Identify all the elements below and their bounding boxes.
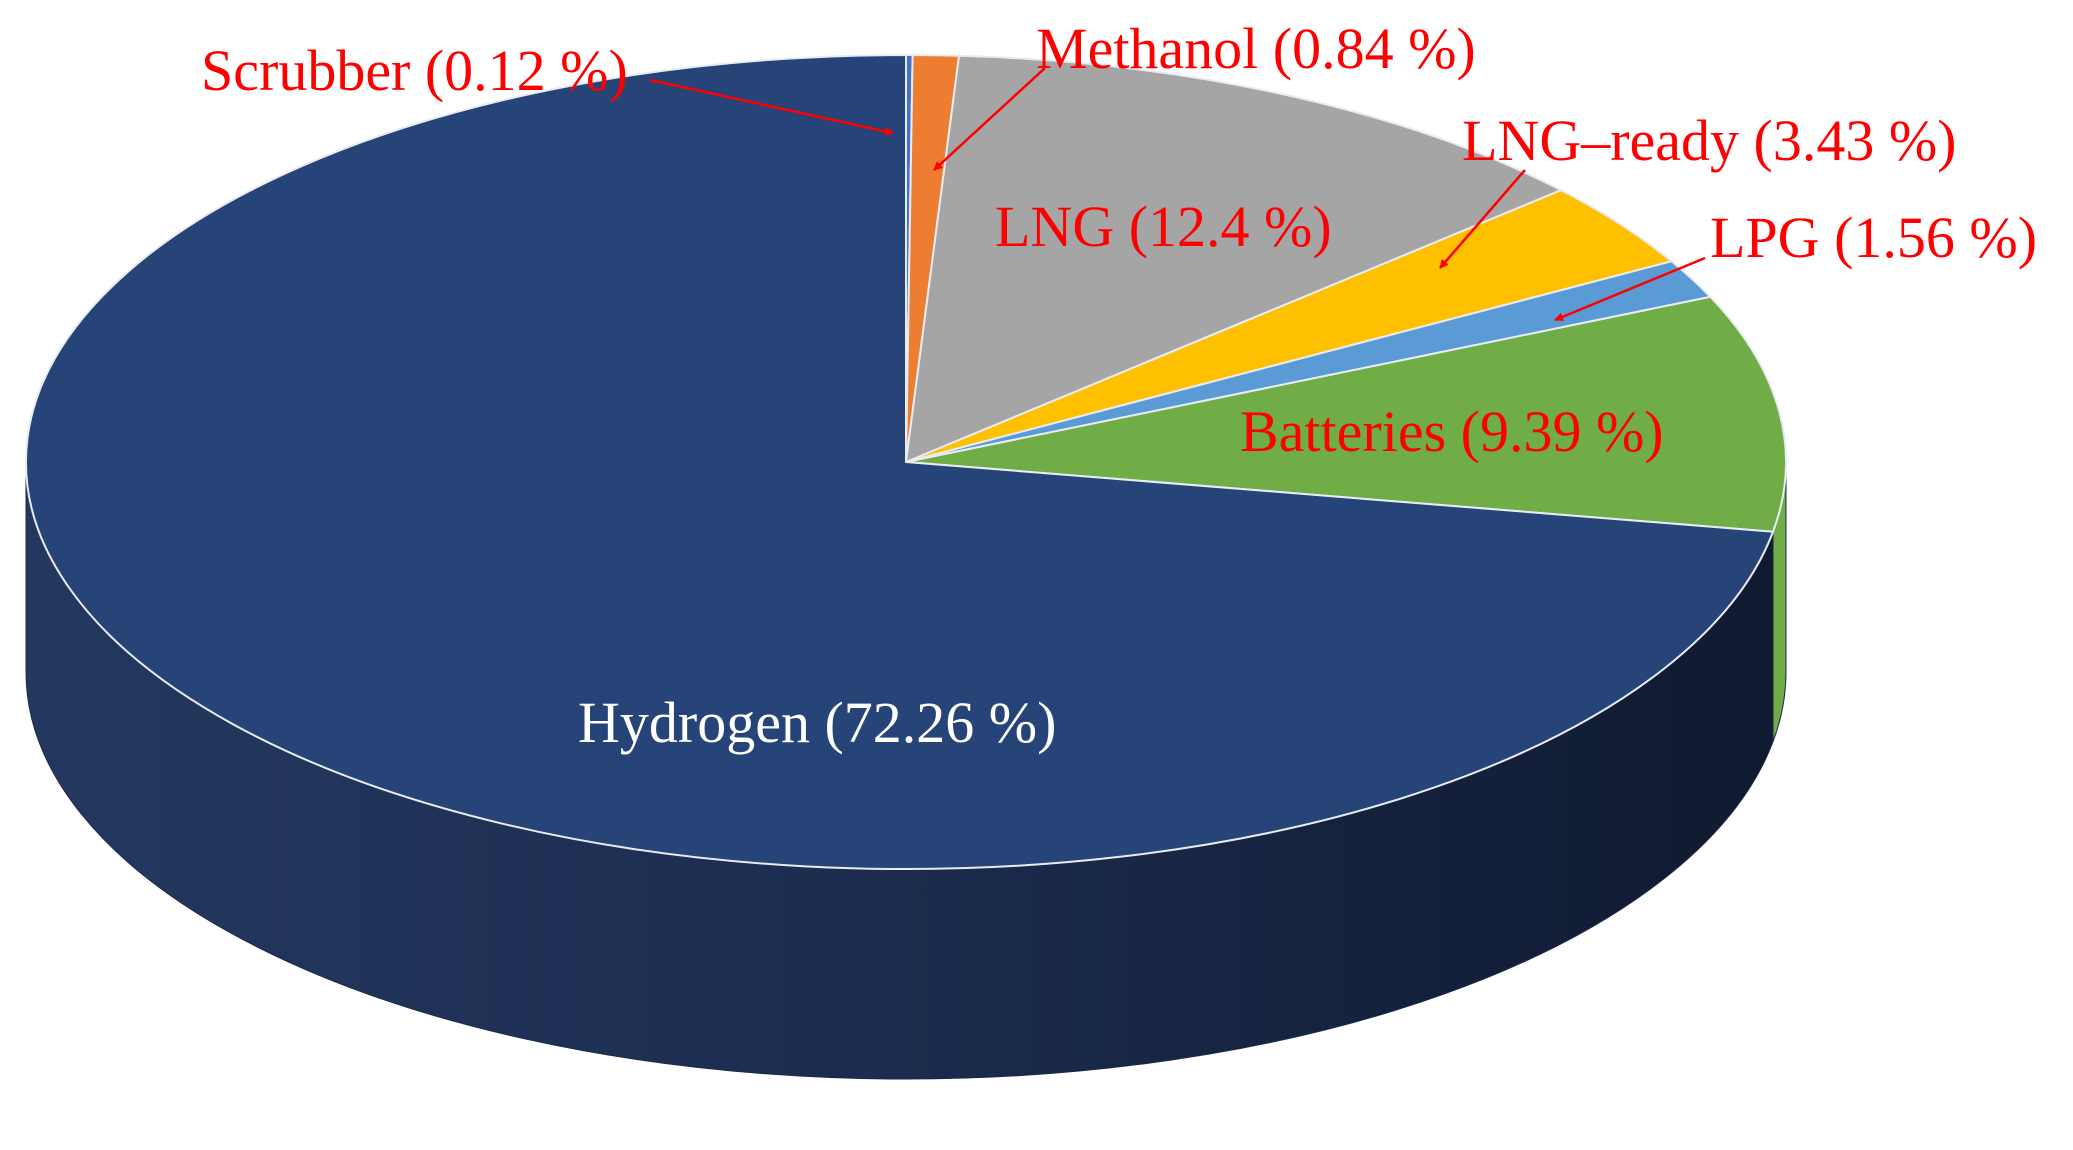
slice-label-lng-ready: LNG–ready (3.43 %)	[1462, 108, 1956, 173]
callout-arrow-methanol	[933, 67, 1046, 171]
callout-arrow-lpg	[1554, 256, 1706, 322]
slice-label-lpg: LPG (1.56 %)	[1710, 205, 2037, 270]
slice-label-scrubber: Scrubber (0.12 %)	[201, 38, 628, 103]
callout-arrow-scrubber	[649, 78, 894, 136]
callout-arrow-lng-ready	[1439, 169, 1526, 269]
slice-label-lng: LNG (12.4 %)	[995, 194, 1332, 259]
pie-slice-hydrogen	[24, 54, 1774, 870]
slice-label-methanol: Methanol (0.84 %)	[1036, 16, 1476, 81]
slice-label-hydrogen: Hydrogen (72.26 %)	[578, 690, 1056, 755]
pie-slice-batteries	[905, 295, 1787, 533]
slice-label-batteries: Batteries (9.39 %)	[1240, 399, 1664, 464]
pie-slice-lng	[905, 54, 1562, 463]
